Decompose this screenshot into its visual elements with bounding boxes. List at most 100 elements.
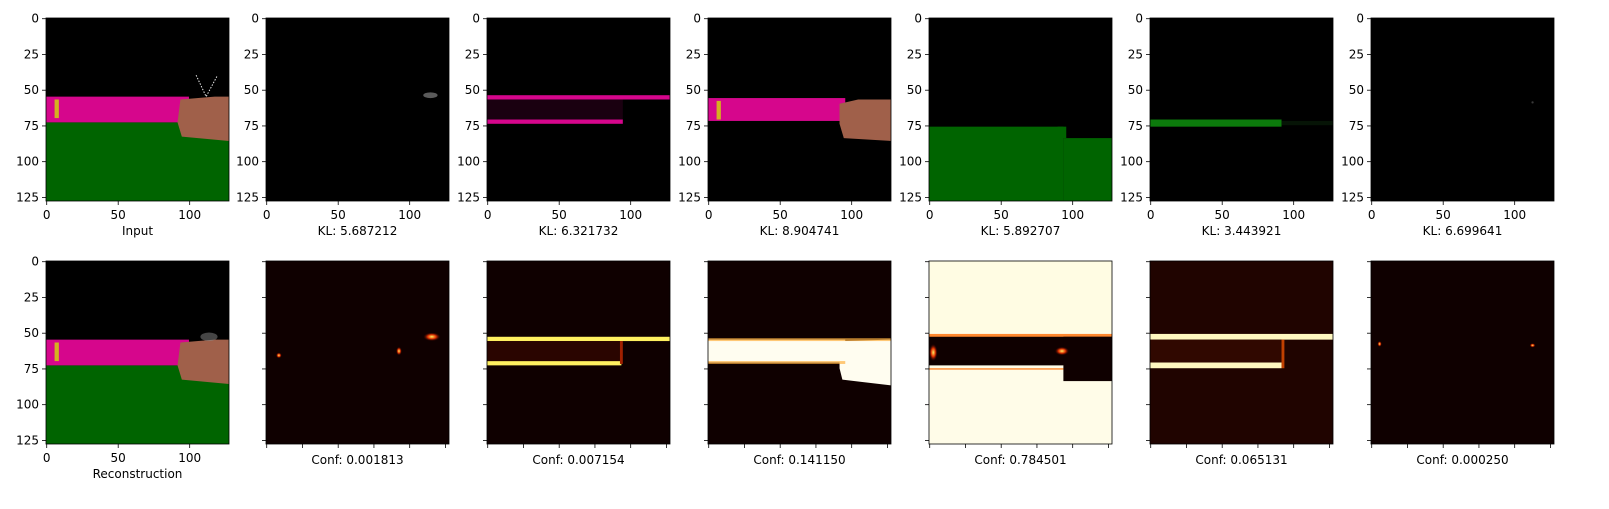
slot-background [1150, 18, 1333, 201]
mask-band-fill [1150, 339, 1282, 363]
scene-object [177, 96, 229, 141]
mask-blob [1054, 346, 1070, 356]
y-tick-label: 75 [1349, 119, 1364, 133]
y-tick-label: 0 [1135, 12, 1143, 26]
slot-speck [1531, 101, 1534, 104]
y-tick-label: 50 [686, 83, 701, 97]
panel-image [929, 18, 1112, 201]
y-tick-label: 75 [244, 119, 259, 133]
x-tick-label: 50 [111, 208, 126, 222]
y-tick-label: 0 [31, 255, 39, 269]
mask-object [839, 339, 891, 386]
slot-floor-strip [1150, 119, 1282, 127]
panel-label: KL: 6.321732 [539, 224, 619, 238]
mask-band-edge [619, 341, 623, 364]
panel-image [487, 18, 670, 201]
y-tick-label: 50 [465, 83, 480, 97]
mask-band-bottom [1150, 362, 1282, 369]
x-tick-label: 50 [331, 208, 346, 222]
panel-components-1: 0 25 50 75 100 125 0 50 100 Input [16, 12, 230, 238]
panel-image [1371, 18, 1554, 201]
mask-background [1371, 261, 1554, 444]
x-tick-label: 100 [840, 208, 863, 222]
mask-band-top [1150, 333, 1333, 340]
scene-object [177, 339, 229, 384]
panel-image [46, 261, 229, 444]
slot-wall-top-edge [487, 95, 670, 100]
slot-wall [708, 98, 846, 121]
y-tick-label: 0 [472, 12, 480, 26]
slot-marker [716, 100, 721, 120]
mask-background [266, 261, 449, 444]
panel-image [708, 18, 891, 201]
panel-frame [45, 260, 230, 445]
y-tick-label: 0 [914, 12, 922, 26]
panel-label: KL: 5.892707 [981, 224, 1061, 238]
x-tick-label: 100 [398, 208, 421, 222]
panel-frame [707, 260, 892, 445]
y-tick-label: 0 [1356, 12, 1364, 26]
mask-wall-edge [708, 361, 846, 364]
scene-marker [54, 99, 59, 119]
slot-background [1371, 18, 1554, 201]
y-tick-label: 100 [899, 155, 922, 169]
panel-frame [265, 260, 450, 445]
panel-image [929, 261, 1112, 444]
y-tick-label: 125 [16, 433, 39, 447]
panel-label: Conf: 0.065131 [1195, 453, 1287, 467]
x-tick-label: 0 [1368, 208, 1376, 222]
y-tick-label: 25 [244, 47, 259, 61]
y-tick-label: 125 [457, 190, 480, 204]
y-tick-label: 50 [24, 326, 39, 340]
y-tick-label: 25 [1349, 47, 1364, 61]
slot-background [266, 18, 449, 201]
panel-masks-6: Conf: 0.065131 [1146, 260, 1334, 467]
panel-label: KL: 3.443921 [1202, 224, 1282, 238]
panel-masks-7: Conf: 0.000250 [1367, 260, 1555, 467]
slot-floor-strip-faint [1281, 120, 1333, 126]
panel-masks-5: Conf: 0.784501 [925, 260, 1113, 467]
panel-frame [928, 260, 1113, 445]
mask-band-edge [1281, 339, 1285, 369]
x-tick-label: 100 [1503, 208, 1526, 222]
y-tick-label: 25 [24, 290, 39, 304]
y-tick-label: 75 [24, 119, 39, 133]
panel-frame [1370, 17, 1555, 202]
panel-masks-3: Conf: 0.007154 [483, 260, 671, 467]
panel-frame [486, 17, 671, 202]
panel-image [487, 261, 670, 444]
panel-frame [1149, 17, 1334, 202]
panel-frame [45, 17, 230, 202]
mask-band-fill [487, 341, 622, 362]
panel-label: Conf: 0.000250 [1416, 453, 1508, 467]
slot-wall-bottom-edge [487, 119, 623, 124]
y-tick-label: 100 [457, 155, 480, 169]
panel-label: Reconstruction [93, 467, 183, 481]
scene-marker [54, 342, 59, 362]
mask-band-bottom [487, 361, 622, 366]
slot-wall-ghost [487, 99, 623, 120]
y-tick-label: 25 [1128, 47, 1143, 61]
panel-image [1150, 18, 1333, 201]
x-tick-label: 0 [263, 208, 271, 222]
y-tick-label: 50 [1128, 83, 1143, 97]
panel-masks-2: Conf: 0.001813 [262, 260, 450, 467]
y-tick-label: 100 [1341, 155, 1364, 169]
panel-frame [1370, 260, 1555, 445]
panel-image [46, 18, 229, 201]
panel-masks-1: 0 25 50 75 100 125 0 50 100 Reconstruction [16, 255, 230, 481]
panel-frame [265, 17, 450, 202]
x-tick-label: 0 [484, 208, 492, 222]
panel-frame [928, 17, 1113, 202]
scene-antenna [200, 332, 218, 342]
y-tick-label: 75 [686, 119, 701, 133]
x-tick-label: 50 [1215, 208, 1230, 222]
mask-blob [1377, 341, 1382, 347]
y-tick-label: 125 [1341, 190, 1364, 204]
y-tick-label: 0 [251, 12, 259, 26]
